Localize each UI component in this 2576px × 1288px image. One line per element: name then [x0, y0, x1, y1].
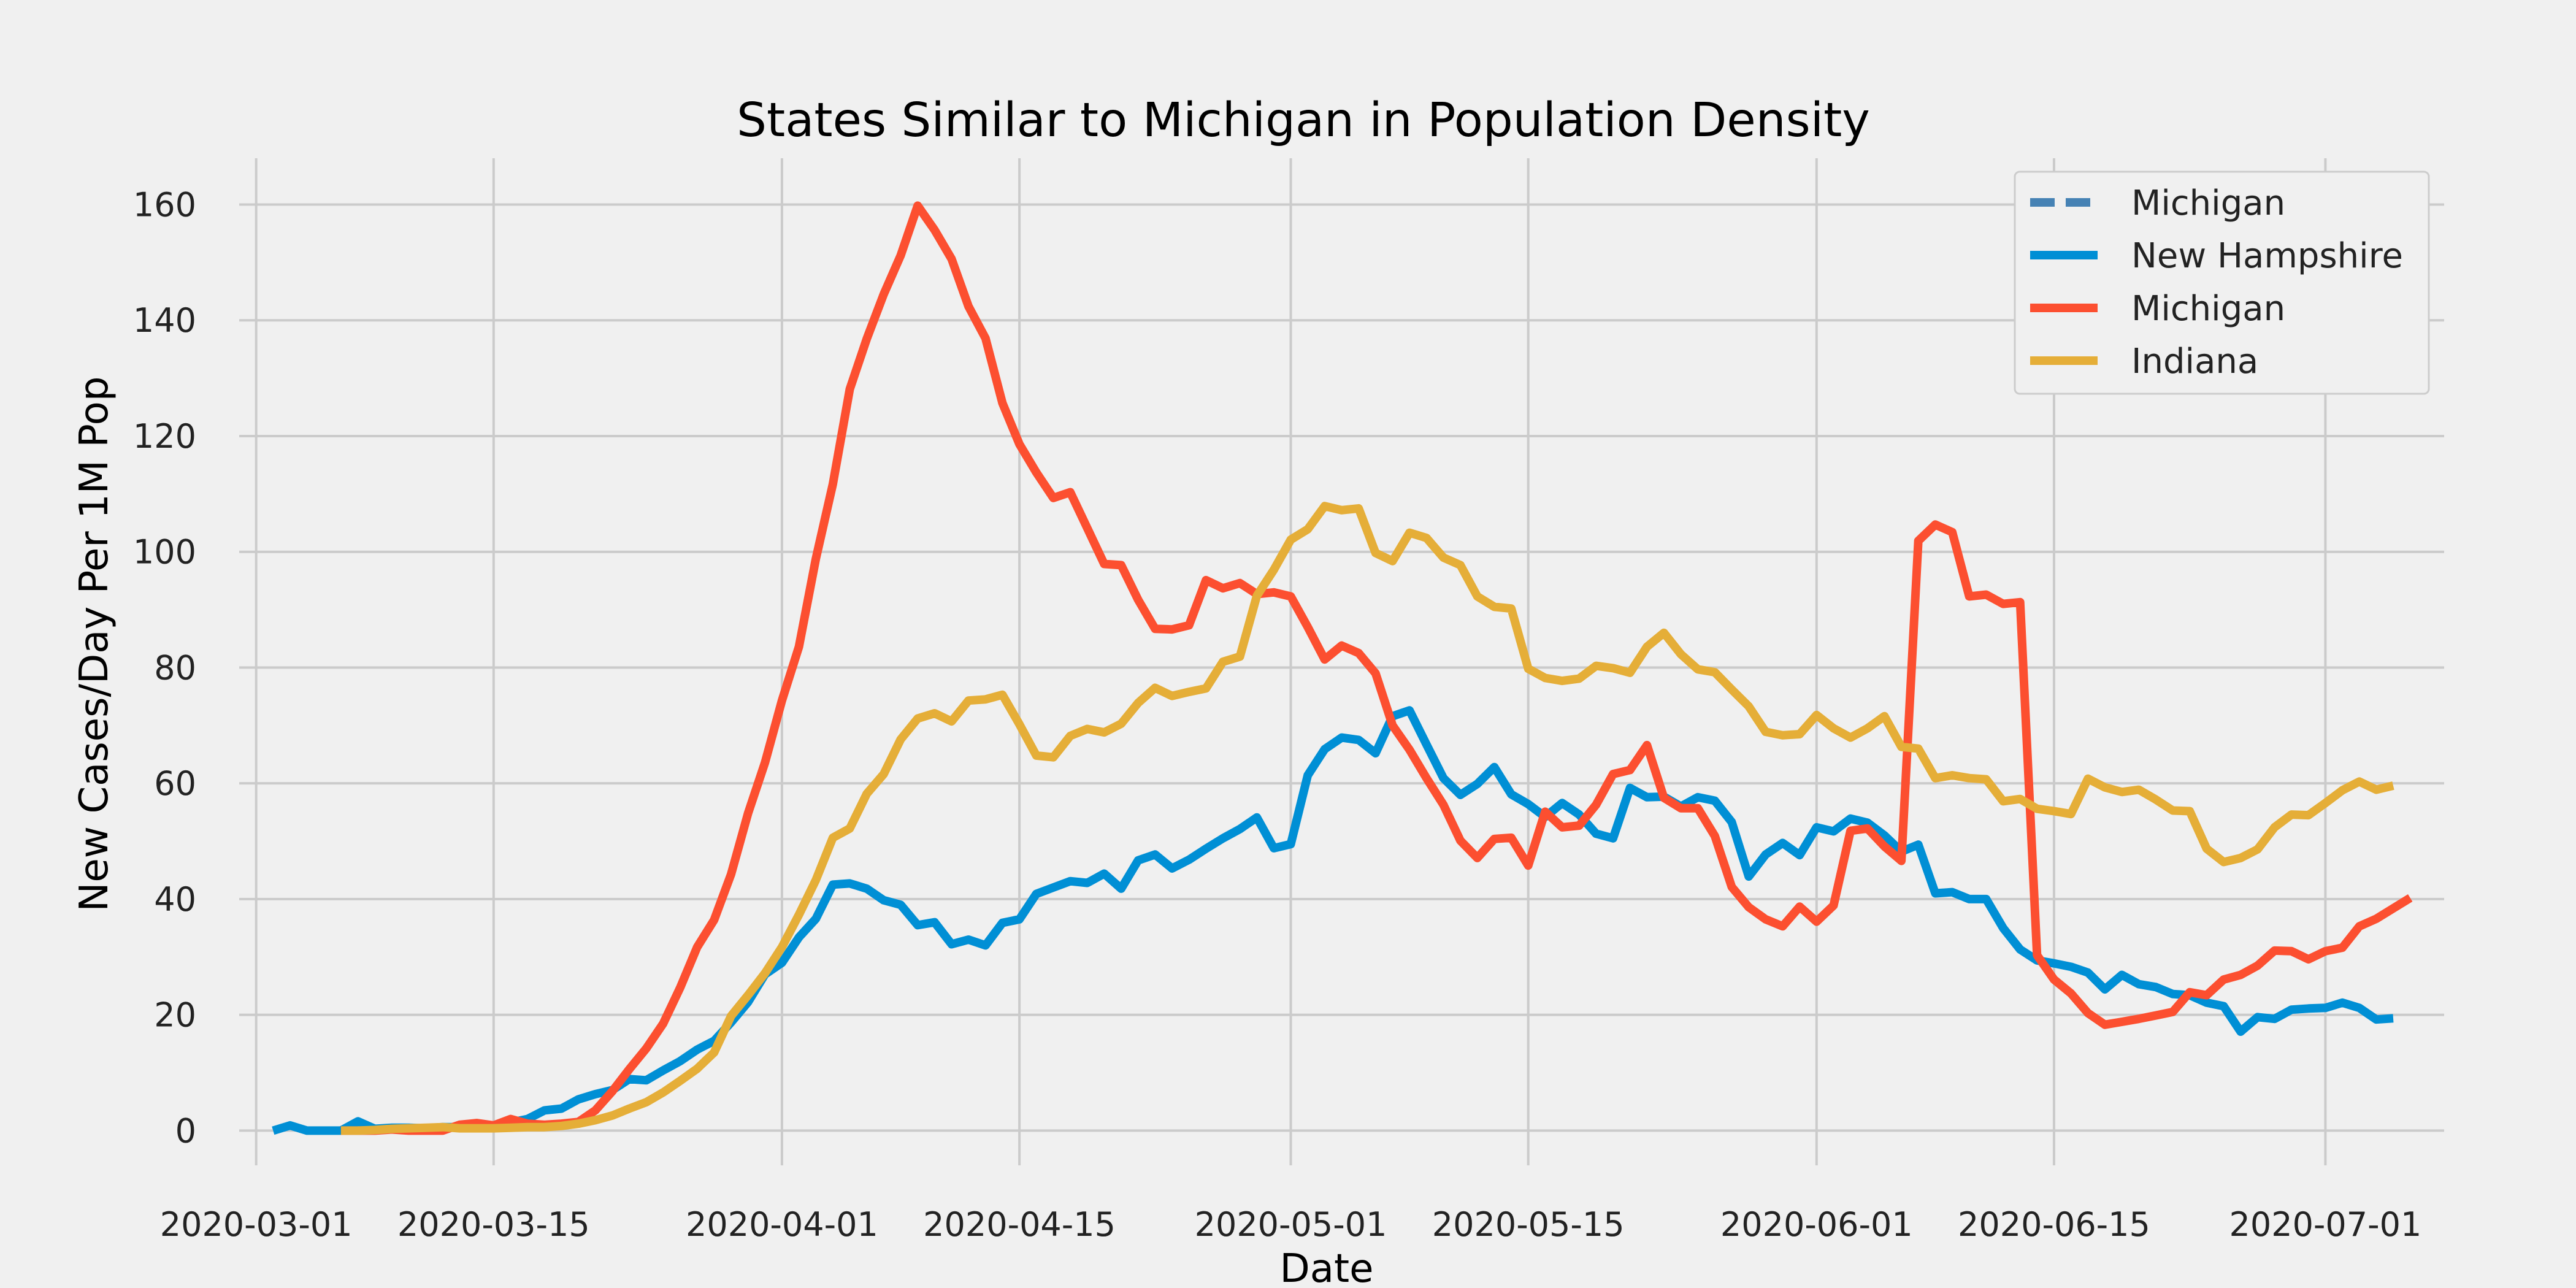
legend-label-0: Michigan [2131, 183, 2285, 223]
y-gridlines [239, 203, 2444, 1132]
legend-label-1: New Hampshire [2131, 236, 2403, 276]
y-tick-label: 120 [133, 417, 196, 456]
legend: Michigan New Hampshire Michigan Indiana [2014, 171, 2430, 395]
x-tick-label: 2020-04-01 [686, 1205, 878, 1244]
y-axis-label: New Cases/Day Per 1M Pop [72, 377, 117, 912]
x-tick-label: 2020-07-01 [2229, 1205, 2422, 1244]
chart-title: States Similar to Michigan in Population… [737, 93, 1870, 148]
y-tick-label: 0 [175, 1111, 196, 1150]
x-axis-label: Date [1280, 1246, 1374, 1288]
y-tick-label: 160 [133, 185, 196, 224]
series-lines [272, 201, 2413, 1135]
x-tick-label: 2020-05-01 [1195, 1205, 1387, 1244]
x-tick-label: 2020-06-15 [1958, 1205, 2150, 1244]
y-tick-label: 60 [154, 764, 196, 803]
y-tick-labels: 0 20 40 60 80 100 120 140 160 [133, 185, 196, 1150]
series-line-2 [340, 201, 2413, 1135]
x-tick-label: 2020-04-15 [923, 1205, 1116, 1244]
x-tick-label: 2020-06-01 [1720, 1205, 1913, 1244]
legend-label-3: Indiana [2131, 342, 2258, 381]
y-tick-label: 80 [154, 648, 196, 687]
x-tick-label: 2020-05-15 [1432, 1205, 1625, 1244]
y-tick-label: 100 [133, 533, 196, 572]
x-tick-labels: 2020-03-01 2020-03-15 2020-04-01 2020-04-15… [160, 1205, 2422, 1244]
y-tick-label: 140 [133, 301, 196, 340]
series-line-3 [340, 502, 2394, 1135]
x-tick-label: 2020-03-01 [160, 1205, 353, 1244]
legend-box [2014, 171, 2430, 395]
y-tick-label: 40 [154, 880, 196, 919]
legend-label-2: Michigan [2131, 289, 2285, 329]
x-tick-label: 2020-03-15 [397, 1205, 590, 1244]
y-tick-label: 20 [154, 996, 196, 1035]
